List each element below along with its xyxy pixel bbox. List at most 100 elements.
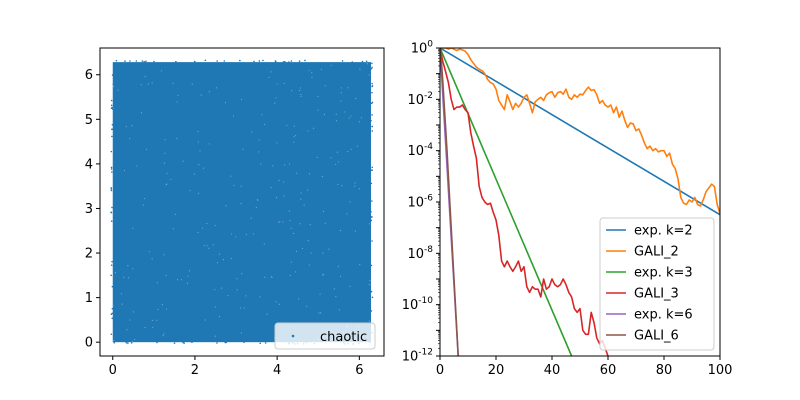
- scatter-point: [243, 341, 245, 344]
- scatter-point: [241, 273, 243, 275]
- scatter-point: [283, 195, 285, 197]
- scatter-point: [176, 279, 179, 281]
- scatter-point: [344, 111, 346, 113]
- gali-legend-label: GALI_2: [634, 245, 679, 260]
- scatter-point: [164, 139, 166, 141]
- scatter-point: [129, 319, 131, 321]
- scatter-point: [110, 99, 113, 102]
- scatter-point: [191, 83, 193, 85]
- scatter-point: [308, 173, 311, 175]
- scatter-point: [224, 341, 227, 344]
- scatter-point: [370, 219, 373, 222]
- scatter-point: [182, 160, 184, 162]
- scatter-point: [187, 275, 189, 277]
- scatter-point: [145, 148, 148, 151]
- scatter-point: [172, 82, 174, 84]
- scatter-point: [354, 230, 356, 232]
- scatter-point: [220, 287, 223, 289]
- scatter-point: [293, 125, 295, 127]
- scatter-point: [300, 198, 302, 200]
- scatter-point: [218, 253, 221, 255]
- scatter-point: [110, 104, 113, 107]
- scatter-point: [135, 60, 138, 62]
- scatter-point: [339, 230, 342, 232]
- scatter-point: [120, 293, 122, 295]
- scatter-point: [324, 85, 326, 87]
- scatter-point: [240, 203, 242, 205]
- scatter-point: [318, 312, 320, 314]
- gali-y-tick-label: 10-6: [407, 194, 433, 211]
- scatter-point: [370, 169, 373, 171]
- scatter-point: [233, 184, 235, 187]
- scatter-point: [258, 151, 260, 153]
- scatter-point: [143, 61, 146, 63]
- gali-x-axis: 0 20 40 60 80 100: [436, 356, 732, 378]
- gali-x-tick-label: 60: [600, 363, 617, 378]
- scatter-point: [358, 121, 361, 123]
- scatter-point: [347, 87, 349, 89]
- scatter-point: [278, 179, 280, 182]
- scatter-point: [110, 264, 113, 266]
- scatter-y-tick-label: 4: [85, 157, 93, 172]
- scatter-point: [202, 227, 204, 229]
- scatter-point: [147, 83, 149, 85]
- scatter-point: [371, 125, 374, 128]
- scatter-point: [370, 182, 373, 185]
- scatter-point: [110, 150, 113, 153]
- scatter-point: [257, 199, 259, 201]
- scatter-point: [268, 76, 270, 78]
- scatter-point: [337, 183, 339, 185]
- scatter-point: [123, 169, 126, 172]
- scatter-point: [307, 189, 309, 191]
- scatter-point: [111, 123, 114, 126]
- scatter-point: [245, 234, 248, 236]
- scatter-point: [371, 166, 374, 169]
- scatter-point: [282, 61, 285, 63]
- scatter-point: [360, 117, 362, 119]
- scatter-point: [338, 309, 340, 311]
- scatter-point: [370, 264, 373, 267]
- scatter-point: [319, 293, 321, 295]
- scatter-point: [222, 258, 224, 261]
- scatter-x-axis: 0 2 4 6: [109, 356, 363, 378]
- scatter-point: [368, 74, 370, 76]
- scatter-point: [143, 197, 146, 200]
- scatter-point: [370, 67, 373, 70]
- scatter-point: [371, 130, 374, 132]
- scatter-point: [299, 90, 301, 92]
- scatter-point: [264, 276, 266, 278]
- scatter-point: [110, 220, 113, 222]
- scatter-point: [124, 60, 126, 62]
- scatter-point: [337, 265, 339, 268]
- scatter-point: [111, 285, 114, 288]
- scatter-point: [283, 82, 285, 84]
- gali-x-tick-label: 40: [544, 363, 561, 378]
- scatter-point: [197, 130, 199, 133]
- scatter-point: [328, 248, 330, 250]
- scatter-point: [289, 274, 291, 277]
- scatter-point: [304, 59, 306, 62]
- scatter-point: [341, 60, 344, 62]
- scatter-point: [282, 221, 284, 223]
- scatter-point: [224, 102, 227, 104]
- scatter-point: [152, 326, 154, 328]
- scatter-point: [166, 308, 168, 310]
- scatter-point: [156, 282, 159, 284]
- scatter-point: [183, 342, 185, 344]
- scatter-point: [142, 204, 144, 206]
- scatter-point: [310, 252, 312, 254]
- scatter-point: [319, 312, 322, 314]
- scatter-point: [275, 197, 278, 199]
- scatter-point: [371, 85, 374, 87]
- scatter-point: [177, 94, 179, 96]
- scatter-point: [255, 206, 257, 209]
- scatter-point: [369, 279, 371, 282]
- scatter-point: [308, 69, 310, 72]
- scatter-point: [110, 187, 113, 190]
- scatter-point: [283, 181, 285, 183]
- scatter-point: [330, 64, 332, 67]
- series-line-exp-k-3: [440, 48, 573, 356]
- scatter-point: [359, 263, 361, 266]
- scatter-point: [295, 134, 297, 137]
- scatter-point: [335, 120, 338, 122]
